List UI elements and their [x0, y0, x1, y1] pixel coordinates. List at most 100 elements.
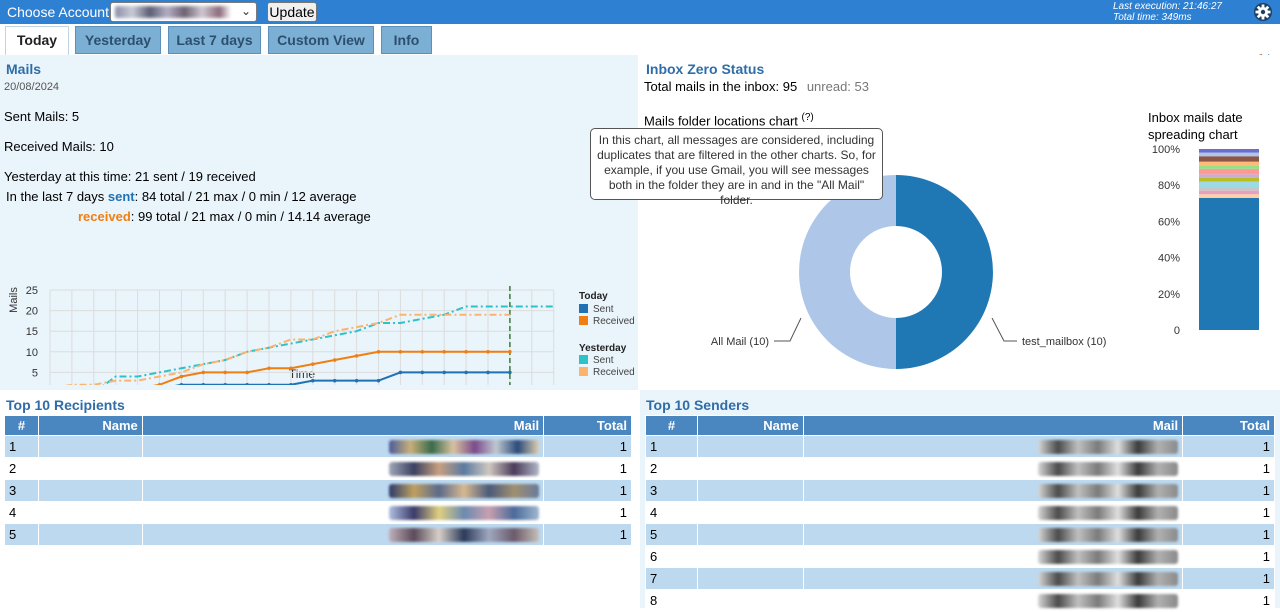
stack-segment[interactable] [1199, 149, 1259, 153]
data-point[interactable] [420, 370, 425, 375]
stack-segment[interactable] [1199, 177, 1259, 182]
help-icon[interactable]: (?) [801, 112, 814, 123]
data-point[interactable] [223, 382, 227, 385]
sent-mails-count: Sent Mails: 5 [4, 109, 80, 124]
stack-segment[interactable] [1199, 161, 1259, 166]
col-number[interactable]: # [645, 415, 698, 436]
data-point[interactable] [201, 370, 206, 375]
col-total[interactable]: Total [543, 415, 632, 436]
data-point[interactable] [289, 366, 293, 371]
data-point[interactable] [464, 350, 468, 354]
update-button[interactable]: Update [267, 2, 317, 22]
stack-segment[interactable] [1199, 194, 1259, 198]
tab-custom-view[interactable]: Custom View [268, 26, 374, 54]
stack-segment[interactable] [1199, 156, 1259, 162]
row-mail-redacted [141, 479, 545, 502]
donut-slice-all-mail[interactable] [799, 175, 896, 369]
redacted-email [389, 462, 540, 477]
data-point[interactable] [376, 378, 381, 383]
last7-prefix: In the last 7 days [6, 189, 105, 204]
stack-segment[interactable] [1199, 165, 1259, 169]
data-point[interactable] [201, 382, 206, 385]
recipients-header-row: # Name Mail Total [4, 415, 632, 436]
data-point[interactable] [354, 378, 359, 383]
data-point[interactable] [442, 350, 447, 354]
data-point[interactable] [508, 350, 512, 354]
data-point[interactable] [179, 382, 184, 385]
data-point[interactable] [508, 370, 512, 375]
data-point[interactable] [464, 370, 468, 375]
tab-last-7-days[interactable]: Last 7 days [168, 26, 261, 54]
col-mail[interactable]: Mail [802, 415, 1184, 436]
row-number: 4 [645, 501, 698, 524]
tab-info[interactable]: Info [381, 26, 432, 54]
account-select[interactable]: ⌄ [110, 2, 257, 22]
data-point[interactable] [332, 358, 337, 362]
data-point[interactable] [267, 366, 271, 371]
data-point[interactable] [289, 382, 293, 385]
data-point[interactable] [245, 370, 249, 375]
data-point[interactable] [311, 362, 315, 366]
data-point[interactable] [442, 370, 447, 375]
legend-swatch-yesterday-sent [579, 355, 588, 364]
data-point[interactable] [398, 370, 403, 375]
data-point[interactable] [267, 382, 271, 385]
redacted-email [389, 506, 540, 521]
stack-segment[interactable] [1199, 174, 1259, 178]
col-name[interactable]: Name [37, 415, 143, 436]
col-number[interactable]: # [4, 415, 39, 436]
redacted-email [389, 528, 540, 543]
data-point[interactable] [157, 382, 162, 385]
col-mail[interactable]: Mail [141, 415, 545, 436]
stack-segment[interactable] [1199, 197, 1259, 330]
row-number: 1 [4, 435, 39, 458]
stack-segment[interactable] [1199, 152, 1259, 157]
last7-recv-stats: : 99 total / 21 max / 0 min / 14.14 aver… [130, 209, 371, 224]
stack-segment[interactable] [1199, 181, 1259, 188]
row-mail-redacted [802, 435, 1184, 458]
row-total: 1 [1182, 523, 1275, 546]
gear-icon[interactable] [1253, 2, 1273, 22]
data-point[interactable] [354, 354, 359, 358]
data-point[interactable] [332, 378, 337, 383]
data-point[interactable] [179, 374, 184, 379]
date-chart-title-line2: spreading chart [1148, 127, 1238, 142]
data-point[interactable] [398, 350, 403, 354]
data-point[interactable] [223, 370, 227, 375]
data-point[interactable] [245, 382, 249, 385]
mails-panel: Mails 20/08/2024 Sent Mails: 5 Received … [0, 55, 638, 390]
data-point[interactable] [311, 378, 315, 383]
tab-today[interactable]: Today [5, 26, 69, 56]
tab-yesterday[interactable]: Yesterday [75, 26, 161, 54]
stack-segment[interactable] [1199, 190, 1259, 195]
data-point[interactable] [420, 350, 425, 354]
data-point[interactable] [376, 350, 381, 354]
data-point[interactable] [486, 350, 490, 354]
redacted-email [1038, 506, 1179, 521]
data-point[interactable] [486, 370, 490, 375]
stack-segment[interactable] [1199, 168, 1259, 175]
col-total[interactable]: Total [1182, 415, 1275, 436]
col-name[interactable]: Name [696, 415, 804, 436]
legend-yesterday-title: Yesterday [579, 343, 627, 354]
donut-slice-test-mailbox[interactable] [896, 175, 993, 369]
stack-segment[interactable] [1199, 187, 1259, 191]
row-number: 5 [4, 523, 39, 546]
y-tick-label: 0 [1174, 325, 1180, 337]
row-name [696, 501, 804, 524]
donut-label-test-mailbox: test_mailbox (10) [1022, 336, 1106, 348]
